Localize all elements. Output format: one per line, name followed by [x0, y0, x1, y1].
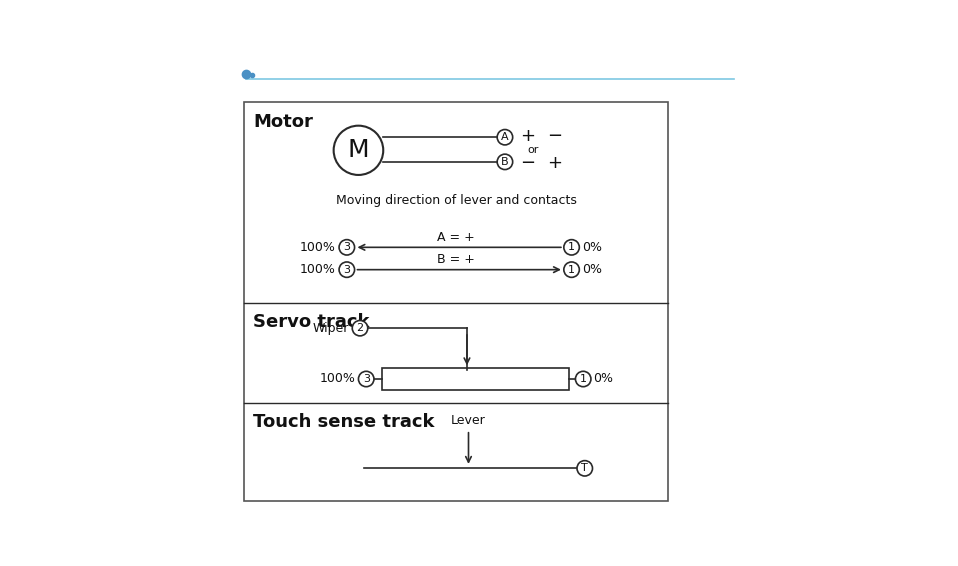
Text: or: or — [527, 145, 538, 155]
Text: Moving direction of lever and contacts: Moving direction of lever and contacts — [335, 194, 577, 207]
Circle shape — [564, 262, 580, 277]
Text: 1: 1 — [568, 242, 575, 252]
Text: −: − — [547, 127, 562, 145]
Text: A = +: A = + — [437, 231, 475, 244]
Text: 100%: 100% — [300, 241, 336, 254]
Circle shape — [358, 371, 374, 387]
Text: 3: 3 — [343, 242, 351, 252]
Circle shape — [497, 130, 513, 145]
Text: 3: 3 — [343, 265, 351, 275]
Circle shape — [576, 371, 591, 387]
Text: +: + — [547, 155, 561, 173]
Text: M: M — [348, 138, 369, 162]
Circle shape — [353, 320, 368, 336]
Text: T: T — [582, 464, 588, 473]
Text: 0%: 0% — [582, 241, 602, 254]
Text: 100%: 100% — [319, 372, 355, 385]
Text: 1: 1 — [568, 265, 575, 275]
Circle shape — [333, 126, 383, 175]
Text: Motor: Motor — [253, 113, 313, 131]
Circle shape — [564, 239, 580, 255]
Text: B = +: B = + — [437, 253, 475, 266]
Text: Wiper: Wiper — [312, 321, 349, 335]
Text: 1: 1 — [580, 374, 586, 384]
Circle shape — [339, 239, 354, 255]
Text: 0%: 0% — [593, 372, 613, 385]
Bar — [243, 102, 669, 501]
Text: 100%: 100% — [300, 263, 336, 276]
Text: Servo track: Servo track — [253, 313, 370, 331]
Text: Lever: Lever — [451, 414, 486, 427]
Text: 0%: 0% — [582, 263, 602, 276]
Text: 2: 2 — [356, 323, 364, 333]
Text: +: + — [519, 127, 535, 145]
Bar — [381, 368, 569, 390]
Text: A: A — [501, 132, 509, 142]
Text: −: − — [519, 155, 535, 173]
Circle shape — [497, 154, 513, 170]
Circle shape — [577, 461, 592, 476]
Circle shape — [339, 262, 354, 277]
Text: Touch sense track: Touch sense track — [253, 413, 435, 431]
Text: B: B — [501, 157, 509, 167]
Text: 3: 3 — [363, 374, 370, 384]
